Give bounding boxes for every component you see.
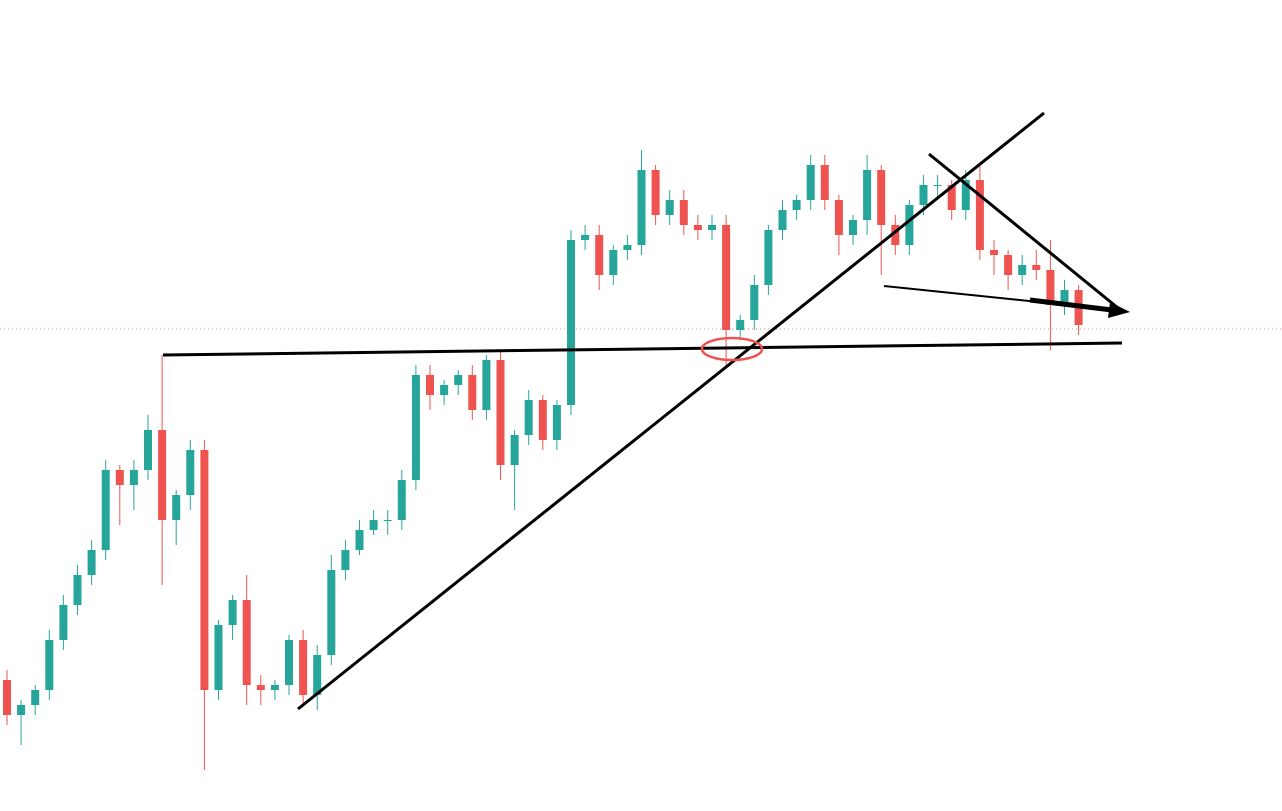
candle-body	[975, 180, 984, 250]
candle-body	[87, 550, 96, 575]
candle-body	[158, 430, 167, 520]
candle-body	[665, 200, 674, 215]
candle-body	[482, 360, 491, 410]
candle-body	[792, 200, 801, 210]
candle-body	[524, 400, 533, 435]
upper-wedge-line	[928, 152, 1119, 310]
candle-body	[919, 185, 928, 205]
trend-line	[297, 111, 1045, 711]
candle-body	[722, 225, 731, 330]
candle-body	[45, 640, 54, 690]
candle-body	[538, 400, 547, 440]
candle-body	[468, 375, 477, 410]
candle-body	[129, 470, 138, 485]
candle-body	[31, 690, 40, 705]
candle-body	[863, 170, 872, 220]
candle-body	[581, 235, 590, 240]
candle-body	[299, 640, 308, 695]
candle-body	[369, 520, 378, 530]
candle-body	[1018, 265, 1027, 275]
candle-body	[1060, 290, 1069, 305]
arrow-head	[1108, 302, 1130, 318]
candle-body	[256, 685, 265, 690]
candle-body	[341, 550, 350, 570]
highlight-ellipse	[700, 336, 764, 362]
candle-body	[270, 685, 279, 690]
arrow-shaft	[1029, 297, 1113, 313]
candle-body	[285, 640, 293, 685]
candle-body	[454, 375, 463, 385]
candle-body	[947, 185, 956, 210]
candle-body	[214, 625, 223, 690]
candle-body	[806, 165, 815, 200]
candle-body	[609, 250, 618, 275]
candle-body	[820, 165, 829, 200]
candle-body	[637, 170, 646, 245]
candle-body	[1046, 270, 1055, 305]
candle-body	[3, 680, 11, 715]
candle-body	[426, 375, 434, 395]
candles	[3, 150, 1083, 770]
candle-body	[933, 185, 942, 186]
candle-body	[397, 480, 406, 520]
candle-body	[172, 495, 181, 520]
candle-body	[383, 520, 392, 521]
candle-body	[17, 705, 26, 715]
candle-body	[708, 225, 716, 230]
candle-body	[101, 470, 110, 550]
candle-body	[327, 570, 336, 655]
candle-body	[144, 430, 152, 470]
candle-body	[73, 575, 82, 605]
candle-body	[411, 375, 420, 480]
candle-body	[623, 245, 632, 250]
candle-body	[313, 655, 322, 695]
candle-body	[651, 170, 660, 215]
candle-body	[200, 450, 209, 690]
candle-body	[679, 200, 688, 225]
candle-body	[115, 470, 124, 485]
candle-body	[750, 285, 759, 320]
candle-body	[778, 210, 787, 230]
candle-body	[510, 435, 519, 465]
candle-body	[891, 225, 900, 245]
candle-body	[905, 205, 914, 245]
candle-body	[496, 360, 505, 465]
candle-body	[355, 530, 364, 550]
candle-body	[764, 230, 773, 285]
candle-body	[552, 405, 561, 440]
candle-body	[877, 170, 886, 225]
candle-body	[736, 320, 745, 330]
candle-body	[961, 180, 970, 210]
candle-body	[849, 220, 857, 235]
candle-body	[595, 235, 604, 275]
candle-body	[186, 450, 195, 495]
candle-body	[1004, 255, 1013, 275]
candle-body	[59, 605, 68, 640]
candle-body	[242, 600, 251, 685]
support-line	[162, 341, 1123, 357]
candle-body	[228, 600, 237, 625]
candle-body	[693, 225, 702, 230]
candle-body	[990, 250, 998, 255]
drawings	[162, 111, 1130, 711]
candle-body	[834, 200, 843, 235]
candle-body	[440, 385, 449, 395]
candle-body	[1032, 265, 1041, 270]
candle-body	[567, 240, 575, 405]
